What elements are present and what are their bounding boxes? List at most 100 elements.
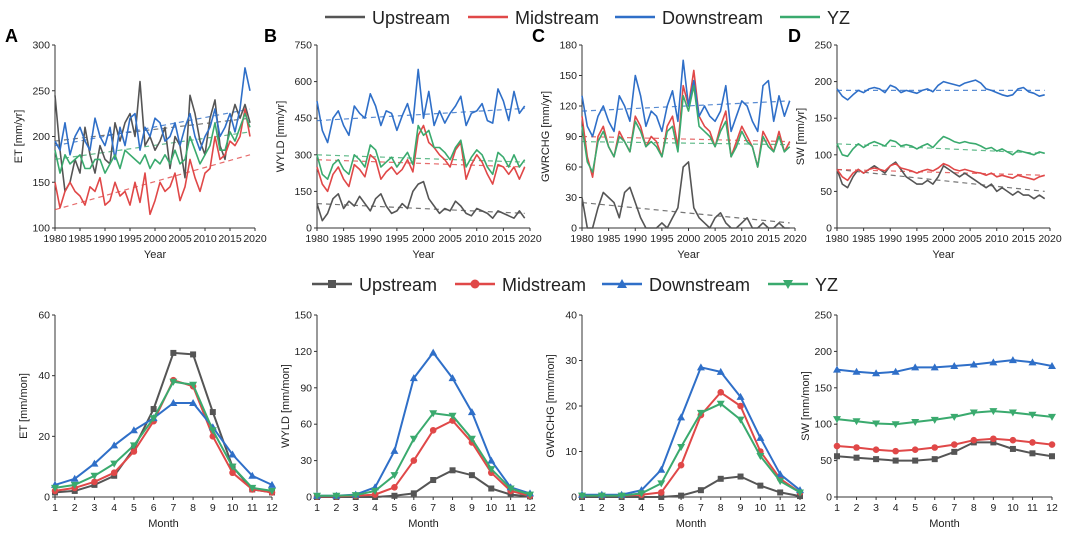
x-tick-label: 2020 xyxy=(243,233,267,245)
x-axis-title: Month xyxy=(408,518,439,530)
y-tick-label: 120 xyxy=(294,346,312,358)
y-tick-label: 30 xyxy=(565,192,577,204)
x-tick-label: 11 xyxy=(1027,502,1038,514)
trend-line-upstream xyxy=(581,201,790,224)
data-point-yz xyxy=(736,416,745,424)
data-point-upstream xyxy=(873,456,880,463)
data-point-downstream xyxy=(429,348,438,356)
y-axis-title: WYLD [mm/yr] xyxy=(275,101,287,173)
x-tick-label: 1 xyxy=(834,502,840,514)
data-point-downstream xyxy=(228,450,237,458)
y-tick-label: 0 xyxy=(306,492,312,504)
data-point-upstream xyxy=(209,409,216,416)
data-point-midstream xyxy=(717,389,725,396)
legend-top-item-yz: YZ xyxy=(780,8,850,28)
data-point-yz xyxy=(911,419,920,427)
x-tick-label: 6 xyxy=(151,502,157,514)
y-axis-title: GWRCHG [mm/mon] xyxy=(545,354,557,457)
trend-line-upstream xyxy=(316,203,525,214)
series-line-yz xyxy=(316,124,526,180)
x-tick-label: 2005 xyxy=(703,233,727,245)
y-tick-label: 100 xyxy=(32,223,50,235)
y-tick-label: 0 xyxy=(826,492,832,504)
trend-line-yz xyxy=(316,154,525,163)
series-line-yz xyxy=(581,84,791,173)
x-tick-label: 4 xyxy=(372,502,378,514)
data-point-downstream xyxy=(696,363,705,371)
x-tick-label: 2000 xyxy=(677,233,701,245)
triangle-down-marker-icon xyxy=(783,280,793,289)
trend-line-upstream xyxy=(836,168,1045,192)
data-point-downstream xyxy=(189,398,198,406)
data-point-downstream xyxy=(677,413,686,421)
data-point-yz xyxy=(891,421,900,429)
data-point-yz xyxy=(268,487,276,495)
panel-letter-a: A xyxy=(5,26,18,46)
data-point-upstream xyxy=(449,467,456,474)
x-tick-label: 12 xyxy=(266,502,278,514)
y-axis-title: SW [mm/mon] xyxy=(800,371,812,441)
series-line-downstream xyxy=(581,59,791,138)
x-tick-label: 2000 xyxy=(932,233,956,245)
data-point-upstream xyxy=(717,475,724,482)
series-line-yz xyxy=(54,112,251,174)
x-tick-label: 1 xyxy=(52,502,58,514)
x-tick-label: 6 xyxy=(411,502,417,514)
data-point-upstream xyxy=(892,457,899,464)
data-point-midstream xyxy=(429,426,437,434)
data-point-yz xyxy=(189,381,198,389)
legend-top-item-downstream: Downstream xyxy=(615,8,763,28)
x-tick-label: 1980 xyxy=(305,233,329,245)
y-axis-title: SW [mm/yr] xyxy=(795,108,807,165)
y-axis-title: ET [mm/yr] xyxy=(13,110,25,164)
y-tick-label: 60 xyxy=(300,419,312,431)
data-point-downstream xyxy=(930,363,939,371)
data-point-midstream xyxy=(1048,441,1056,448)
x-tick-label: 3 xyxy=(353,502,359,514)
data-point-yz xyxy=(149,415,158,423)
legend-top-item-midstream: Midstream xyxy=(468,8,599,28)
y-tick-label: 200 xyxy=(814,76,832,88)
x-tick-label: 1995 xyxy=(650,233,674,245)
x-tick-label: 8 xyxy=(450,502,456,514)
data-point-midstream xyxy=(931,444,939,451)
data-point-upstream xyxy=(430,477,437,484)
data-point-downstream xyxy=(448,374,457,382)
x-tick-label: 1980 xyxy=(570,233,594,245)
data-point-downstream xyxy=(776,470,785,478)
data-point-yz xyxy=(313,492,321,500)
x-tick-label: 10 xyxy=(227,502,239,514)
data-point-downstream xyxy=(409,374,418,382)
data-point-midstream xyxy=(677,461,685,469)
data-point-yz xyxy=(228,463,237,471)
series-line-yz xyxy=(54,380,273,492)
data-point-upstream xyxy=(912,457,919,464)
data-point-downstream xyxy=(90,459,99,467)
data-point-upstream xyxy=(658,494,665,500)
panel-letter-d: D xyxy=(788,26,801,46)
legend-top-item-upstream: Upstream xyxy=(325,8,450,28)
x-tick-label: 6 xyxy=(932,502,938,514)
x-tick-label: 10 xyxy=(1007,502,1019,514)
x-tick-label: 2010 xyxy=(193,233,217,245)
data-point-downstream xyxy=(756,433,765,441)
trend-line-downstream xyxy=(316,107,525,122)
legend-bottom-item-midstream: Midstream xyxy=(455,275,586,295)
x-tick-label: 7 xyxy=(430,502,436,514)
data-point-yz xyxy=(371,487,380,495)
data-point-downstream xyxy=(390,446,399,454)
y-tick-label: 150 xyxy=(294,186,312,198)
x-tick-label: 9 xyxy=(990,502,996,514)
chart-annual-wyld: 0 150 300 450 600 750 1980 1985 1990 1995 2000 2005… xyxy=(275,40,542,262)
y-tick-label: 150 xyxy=(814,382,832,394)
series-line-upstream xyxy=(316,180,526,222)
trend-line-midstream xyxy=(54,154,251,211)
x-axis-title: Year xyxy=(677,249,700,261)
data-point-upstream xyxy=(737,473,744,480)
data-point-yz xyxy=(70,481,79,489)
y-tick-label: 0 xyxy=(306,223,312,235)
series-line-downstream xyxy=(54,67,251,161)
